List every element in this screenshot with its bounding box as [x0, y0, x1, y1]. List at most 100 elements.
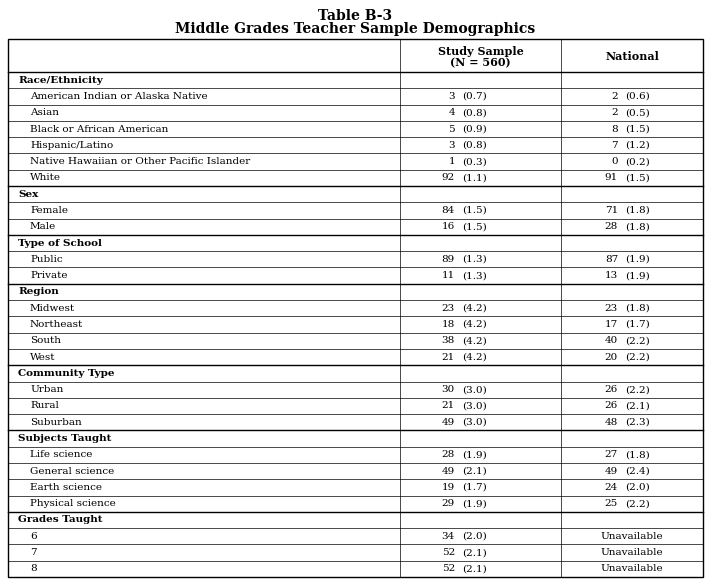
Text: (0.3): (0.3) [462, 157, 487, 166]
Text: (3.0): (3.0) [462, 418, 487, 427]
Text: (2.1): (2.1) [625, 402, 650, 410]
Text: (0.7): (0.7) [462, 92, 487, 101]
Text: 71: 71 [605, 206, 618, 215]
Text: Table B-3: Table B-3 [319, 9, 392, 23]
Text: 21: 21 [442, 353, 455, 361]
Text: 8: 8 [30, 565, 37, 573]
Text: 49: 49 [605, 467, 618, 475]
Text: (1.8): (1.8) [625, 304, 650, 313]
Text: (2.0): (2.0) [625, 483, 650, 492]
Text: 38: 38 [442, 336, 455, 345]
Text: (2.1): (2.1) [462, 565, 487, 573]
Text: 4: 4 [449, 108, 455, 117]
Text: 89: 89 [442, 255, 455, 264]
Text: (1.8): (1.8) [625, 450, 650, 459]
Text: (1.9): (1.9) [462, 499, 487, 508]
Text: Northeast: Northeast [30, 320, 83, 329]
Text: 23: 23 [442, 304, 455, 313]
Text: Unavailable: Unavailable [601, 532, 663, 541]
Text: (1.9): (1.9) [625, 255, 650, 264]
Text: South: South [30, 336, 61, 345]
Text: (2.1): (2.1) [462, 548, 487, 557]
Text: 28: 28 [442, 450, 455, 459]
Text: 26: 26 [605, 402, 618, 410]
Text: Hispanic/Latino: Hispanic/Latino [30, 141, 113, 150]
Text: (1.5): (1.5) [625, 173, 650, 182]
Text: 87: 87 [605, 255, 618, 264]
Text: 92: 92 [442, 173, 455, 182]
Text: (0.6): (0.6) [625, 92, 650, 101]
Text: Midwest: Midwest [30, 304, 75, 313]
Text: 6: 6 [30, 532, 37, 541]
Text: 28: 28 [605, 222, 618, 231]
Text: (1.8): (1.8) [625, 222, 650, 231]
Text: (1.7): (1.7) [625, 320, 650, 329]
Text: 19: 19 [442, 483, 455, 492]
Text: Black or African American: Black or African American [30, 125, 169, 133]
Text: Sex: Sex [18, 190, 38, 198]
Text: Public: Public [30, 255, 63, 264]
Text: 25: 25 [605, 499, 618, 508]
Text: (1.8): (1.8) [625, 206, 650, 215]
Text: 29: 29 [442, 499, 455, 508]
Text: Region: Region [18, 288, 59, 296]
Text: 17: 17 [605, 320, 618, 329]
Text: (0.2): (0.2) [625, 157, 650, 166]
Text: 52: 52 [442, 548, 455, 557]
Text: Life science: Life science [30, 450, 92, 459]
Text: 8: 8 [611, 125, 618, 133]
Text: (3.0): (3.0) [462, 402, 487, 410]
Text: White: White [30, 173, 61, 182]
Text: Female: Female [30, 206, 68, 215]
Text: 3: 3 [449, 141, 455, 150]
Text: (2.2): (2.2) [625, 499, 650, 508]
Text: (4.2): (4.2) [462, 353, 487, 361]
Text: Race/Ethnicity: Race/Ethnicity [18, 76, 103, 84]
Text: (1.5): (1.5) [625, 125, 650, 133]
Text: 91: 91 [605, 173, 618, 182]
Text: Type of School: Type of School [18, 239, 102, 247]
Text: 23: 23 [605, 304, 618, 313]
Text: 21: 21 [442, 402, 455, 410]
Text: Community Type: Community Type [18, 369, 114, 378]
Text: Private: Private [30, 271, 68, 280]
Text: (2.0): (2.0) [462, 532, 487, 541]
Text: (4.2): (4.2) [462, 304, 487, 313]
Text: (2.2): (2.2) [625, 336, 650, 345]
Text: 24: 24 [605, 483, 618, 492]
Text: 52: 52 [442, 565, 455, 573]
Text: Physical science: Physical science [30, 499, 116, 508]
Text: General science: General science [30, 467, 114, 475]
Text: Earth science: Earth science [30, 483, 102, 492]
Text: West: West [30, 353, 55, 361]
Text: (1.7): (1.7) [462, 483, 487, 492]
Text: 0: 0 [611, 157, 618, 166]
Text: Grades Taught: Grades Taught [18, 516, 102, 524]
Text: (0.8): (0.8) [462, 141, 487, 150]
Text: Native Hawaiian or Other Pacific Islander: Native Hawaiian or Other Pacific Islande… [30, 157, 250, 166]
Text: 2: 2 [611, 92, 618, 101]
Text: (1.3): (1.3) [462, 271, 487, 280]
Text: (N = 560): (N = 560) [450, 57, 510, 68]
Text: (1.9): (1.9) [625, 271, 650, 280]
Text: Middle Grades Teacher Sample Demographics: Middle Grades Teacher Sample Demographic… [176, 22, 535, 36]
Text: (1.2): (1.2) [625, 141, 650, 150]
Text: Subjects Taught: Subjects Taught [18, 434, 112, 443]
Text: 84: 84 [442, 206, 455, 215]
Text: 49: 49 [442, 418, 455, 427]
Text: Male: Male [30, 222, 56, 231]
Text: (1.5): (1.5) [462, 206, 487, 215]
Text: (1.9): (1.9) [462, 450, 487, 459]
Text: 1: 1 [449, 157, 455, 166]
Text: (0.9): (0.9) [462, 125, 487, 133]
Text: 26: 26 [605, 385, 618, 394]
Text: (2.2): (2.2) [625, 353, 650, 361]
Text: (1.1): (1.1) [462, 173, 487, 182]
Text: Suburban: Suburban [30, 418, 82, 427]
Text: (2.4): (2.4) [625, 467, 650, 475]
Text: Unavailable: Unavailable [601, 548, 663, 557]
Text: 13: 13 [605, 271, 618, 280]
Text: American Indian or Alaska Native: American Indian or Alaska Native [30, 92, 208, 101]
Text: 16: 16 [442, 222, 455, 231]
Text: 49: 49 [442, 467, 455, 475]
